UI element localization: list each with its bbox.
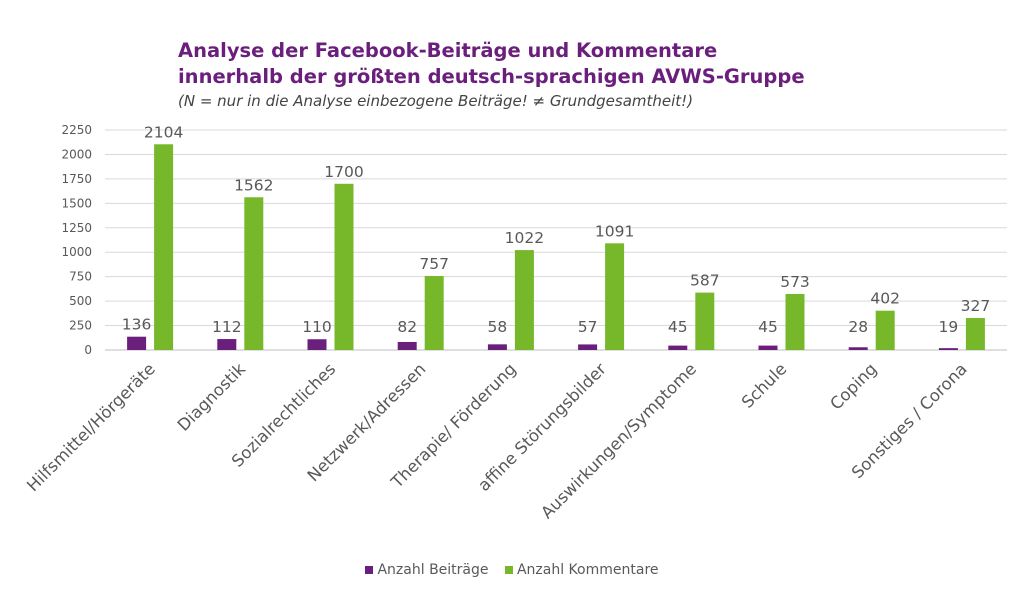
category-label: Diagnostik (174, 359, 250, 435)
bar-beitraege (848, 347, 868, 350)
bars (127, 144, 985, 350)
legend: Anzahl Beiträge Anzahl Kommentare (0, 562, 1024, 578)
y-tick-label: 250 (69, 319, 92, 333)
data-label-beitraege: 19 (939, 318, 959, 336)
data-label-kommentare: 587 (690, 272, 720, 290)
data-label-beitraege: 57 (578, 318, 598, 336)
y-tick-label: 1000 (61, 245, 92, 259)
bar-kommentare (605, 243, 625, 350)
bar-beitraege (397, 341, 417, 350)
y-axis-ticks: 0 250 500 750 1000 1250 1500 1750 2000 2250 (61, 123, 92, 357)
y-tick-label: 500 (69, 294, 92, 308)
y-tick-label: 1500 (61, 196, 92, 210)
data-label-kommentare: 327 (961, 297, 991, 315)
data-label-beitraege: 45 (668, 318, 688, 336)
data-label-kommentare: 757 (419, 255, 449, 273)
bar-kommentare (424, 275, 444, 350)
bar-beitraege (758, 345, 778, 350)
bar-beitraege (938, 348, 958, 350)
category-label: Hilfsmittel/Hörgeräte (23, 359, 159, 495)
chart-title-block: Analyse der Facebook-Beiträge und Kommen… (178, 38, 878, 112)
bar-beitraege (307, 339, 327, 350)
data-label-kommentare: 1700 (324, 163, 363, 181)
legend-label-kommentare: Anzahl Kommentare (516, 562, 659, 578)
data-label-beitraege: 28 (848, 318, 868, 336)
bar-kommentare (154, 144, 174, 350)
category-label: Coping (826, 359, 880, 413)
data-label-kommentare: 402 (870, 290, 900, 308)
category-label: Schule (738, 359, 790, 411)
bar-kommentare (785, 293, 805, 350)
bar-kommentare (875, 310, 895, 350)
data-label-kommentare: 1091 (595, 222, 634, 240)
y-tick-label: 2000 (61, 147, 92, 161)
bar-kommentare (695, 292, 715, 350)
data-label-kommentare: 1022 (505, 229, 544, 247)
legend-swatch-kommentare (504, 566, 513, 574)
category-label: Auswirkungen/Symptome (537, 359, 700, 522)
y-tick-label: 2250 (61, 123, 92, 137)
bar-kommentare (514, 250, 534, 350)
chart-subtitle: (N = nur in die Analyse einbezogene Beit… (178, 92, 694, 110)
bar-kommentare (965, 318, 985, 350)
data-label-beitraege: 82 (397, 318, 417, 336)
gridlines (105, 129, 1007, 351)
y-tick-label: 0 (84, 343, 92, 357)
legend-label-beitraege: Anzahl Beiträge (377, 562, 489, 578)
legend-item-kommentare: Anzahl Kommentare (504, 562, 659, 578)
data-label-kommentare: 1562 (234, 176, 273, 194)
legend-swatch-beitraege (365, 566, 374, 574)
bar-beitraege (578, 344, 598, 350)
x-axis-categories: Hilfsmittel/Hörgeräte DiagnostikSozialrec… (23, 359, 971, 522)
data-label-beitraege: 110 (302, 318, 332, 336)
bar-beitraege (668, 345, 688, 350)
data-labels: 136 2104 112 1562 110 1700 82 757 58 1022 57 1091 45… (122, 123, 990, 336)
bar-kommentare (244, 197, 264, 350)
chart-title-line-1: Analyse der Facebook-Beiträge und Kommen… (178, 39, 718, 62)
data-label-beitraege: 112 (212, 318, 242, 336)
y-tick-label: 750 (69, 270, 92, 284)
bar-beitraege (127, 336, 147, 350)
data-label-beitraege: 136 (122, 316, 152, 334)
data-label-kommentare: 573 (780, 273, 810, 291)
legend-item-beitraege: Anzahl Beiträge (365, 562, 489, 578)
bar-beitraege (487, 344, 507, 350)
data-label-kommentare: 2104 (144, 123, 183, 141)
bar-kommentare (334, 183, 354, 350)
chart-title-line-2: innerhalb der größten deutsch-sprachigen… (178, 65, 805, 88)
y-tick-label: 1250 (61, 221, 92, 235)
data-label-beitraege: 58 (488, 318, 508, 336)
bar-beitraege (217, 339, 237, 350)
data-label-beitraege: 45 (758, 318, 778, 336)
y-tick-label: 1750 (61, 172, 92, 186)
